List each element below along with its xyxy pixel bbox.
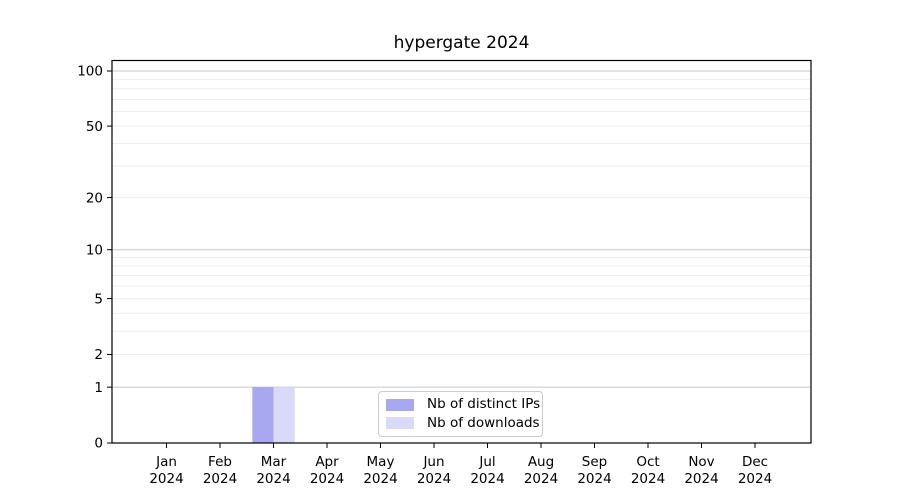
x-tick-label-month-mar: Mar (261, 454, 287, 470)
x-tick-label-month-may: May (367, 454, 395, 470)
x-tick-label-year-nov: 2024 (684, 471, 718, 487)
legend-item-downloads: Nb of downloads (386, 416, 540, 431)
x-tick-label-month-jul: Jul (478, 454, 495, 470)
x-tick-label-year-jul: 2024 (470, 471, 504, 487)
y-tick-label-100: 100 (77, 64, 103, 80)
y-tick-label-2: 2 (94, 347, 103, 363)
y-tick-label-0: 0 (94, 436, 103, 452)
x-tick-label-year-mar: 2024 (256, 471, 290, 487)
legend-item-distinct-ips: Nb of distinct IPs (386, 397, 540, 412)
x-tick-label-year-feb: 2024 (203, 471, 237, 487)
plot-frame (111, 59, 812, 444)
bar-nb-of-downloads-mar (273, 387, 295, 443)
x-tick-label-month-dec: Dec (742, 454, 768, 470)
x-tick-label-month-apr: Apr (315, 454, 339, 470)
x-tick-label-month-feb: Feb (208, 454, 232, 470)
y-tick-label-20: 20 (86, 190, 103, 206)
y-tick-label-50: 50 (86, 119, 103, 135)
x-tick-label-year-sep: 2024 (577, 471, 611, 487)
x-tick-label-year-jun: 2024 (417, 471, 451, 487)
chart-title: hypergate 2024 (393, 33, 530, 53)
legend-label-distinct-ips: Nb of distinct IPs (427, 396, 541, 412)
legend-label-downloads: Nb of downloads (427, 414, 540, 431)
x-tick-label-year-aug: 2024 (524, 471, 558, 487)
x-tick-label-month-sep: Sep (582, 454, 607, 470)
y-tick-label-5: 5 (94, 291, 103, 307)
x-tick-label-year-apr: 2024 (310, 471, 344, 487)
legend-swatch-downloads (386, 417, 414, 430)
x-tick-label-month-jan: Jan (155, 454, 177, 470)
bar-nb-of-distinct-ips-mar (252, 387, 274, 443)
legend-swatch-distinct-ips (386, 398, 414, 411)
x-tick-label-month-oct: Oct (636, 454, 659, 470)
y-tick-label-10: 10 (86, 242, 103, 258)
x-tick-label-month-aug: Aug (528, 454, 554, 470)
x-tick-label-year-oct: 2024 (631, 471, 665, 487)
x-tick-label-month-nov: Nov (688, 454, 714, 470)
x-tick-label-year-jan: 2024 (149, 471, 183, 487)
x-tick-label-year-dec: 2024 (738, 471, 772, 487)
legend: Nb of distinct IPs Nb of downloads (378, 391, 543, 437)
y-tick-label-1: 1 (94, 380, 103, 396)
x-tick-label-month-jun: Jun (422, 454, 444, 470)
x-tick-label-year-may: 2024 (363, 471, 397, 487)
